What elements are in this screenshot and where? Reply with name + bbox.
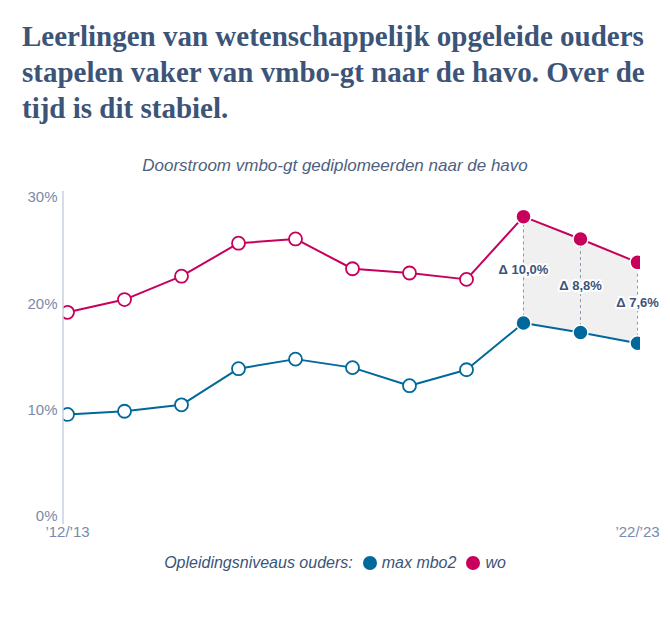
- svg-text:Δ 10,0%: Δ 10,0%: [499, 262, 549, 277]
- svg-text:Δ 7,6%: Δ 7,6%: [616, 295, 659, 310]
- svg-text:’12/’13: ’12/’13: [45, 523, 89, 540]
- html-text:max mbo2: max mbo2: [381, 554, 457, 571]
- html-text:Leerlingen van wetenschappelij: Leerlingen van wetenschappelijk opgeleid…: [22, 20, 645, 124]
- html-text:Doorstroom vmbo-gt gediplomeer: Doorstroom vmbo-gt gediplomeerden naar d…: [142, 156, 528, 175]
- svg-text:Δ 8,8%: Δ 8,8%: [559, 278, 602, 293]
- svg-text:0%: 0%: [36, 507, 58, 524]
- svg-text:10%: 10%: [27, 401, 57, 418]
- svg-text:30%: 30%: [27, 188, 57, 205]
- html-text:Opleidingsniveaus ouders:: Opleidingsniveaus ouders:: [164, 554, 353, 571]
- svg-text:’22/’23: ’22/’23: [615, 523, 659, 540]
- html-text:wo: wo: [485, 554, 506, 571]
- svg-text:20%: 20%: [27, 295, 57, 312]
